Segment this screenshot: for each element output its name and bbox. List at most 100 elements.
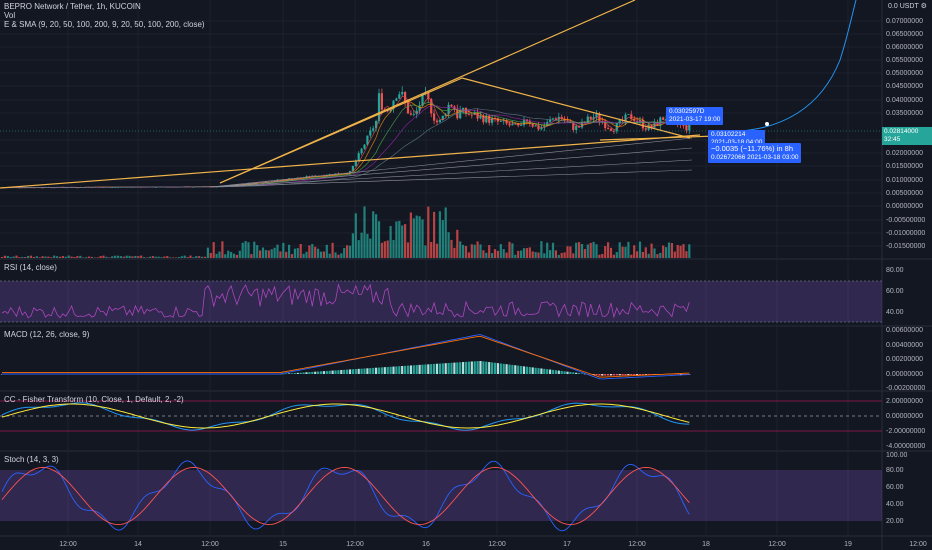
volume-bar (456, 229, 459, 258)
volume-bar (6, 255, 9, 258)
stoch-d-line (1, 466, 690, 526)
macd-histogram-bar (377, 367, 381, 374)
macd-axis-label: 0.00000000 (886, 371, 923, 378)
macd-histogram-bar (479, 360, 482, 374)
macd-axis-label: -0.00200000 (886, 385, 925, 392)
long-ma-line (209, 137, 693, 188)
volume-bar (163, 256, 166, 258)
volume-bar (314, 246, 317, 258)
volume-bar (621, 246, 624, 258)
candle-body (609, 128, 613, 131)
volume-bar (305, 251, 308, 258)
candle-body (453, 106, 456, 110)
time-axis-label: 15 (279, 541, 287, 548)
price-axis-label: 0.05000000 (886, 70, 923, 77)
macd-histogram-bar (491, 362, 494, 374)
wedge-falling-line (461, 77, 691, 139)
volume-bar (401, 225, 404, 258)
macd-histogram-bar (627, 374, 630, 376)
volume-bar (343, 248, 346, 258)
volume-bar (496, 250, 499, 258)
volume-bar (299, 243, 302, 258)
volume-bar (441, 220, 444, 258)
stoch-axis-label: 60.00 (886, 484, 904, 491)
volume-bar (409, 212, 412, 258)
volume-bar (644, 247, 647, 258)
macd-histogram-bar (296, 372, 299, 374)
volume-bar (415, 215, 418, 258)
volume-bar (50, 257, 53, 258)
volume-bar (15, 255, 18, 258)
macd-histogram-bar (418, 364, 421, 374)
macd-histogram-bar (598, 374, 601, 376)
volume-bar (270, 249, 273, 258)
volume-bar (615, 252, 618, 258)
volume-bar (189, 255, 192, 258)
candle-body (636, 120, 639, 122)
macd-histogram-bar (322, 371, 325, 374)
volume-bar (360, 232, 363, 258)
macd-histogram-bar (398, 366, 401, 374)
volume-bar (206, 247, 209, 258)
volume-bar (624, 246, 627, 258)
volume-bar (267, 250, 270, 258)
volume-bar (12, 256, 15, 258)
currency-label: 0.0 USDT ⚙ (888, 2, 927, 10)
gear-icon[interactable]: ⚙ (920, 3, 927, 10)
volume-bar (679, 245, 682, 258)
candle-body (53, 187, 56, 189)
candle-body (476, 112, 479, 119)
volume-bar (453, 247, 456, 258)
volume-bar (296, 248, 299, 258)
macd-pane-label: MACD (12, 26, close, 9) (4, 330, 90, 339)
volume-bar (502, 249, 505, 258)
macd-histogram-bar (450, 362, 453, 374)
macd-histogram-bar (282, 373, 285, 375)
candle-body (592, 117, 595, 120)
price-axis-label: 0.04000000 (886, 97, 923, 104)
macd-histogram-bar (435, 363, 439, 374)
macd-axis-label: 0.00600000 (886, 327, 923, 334)
candle-body (409, 113, 412, 115)
candle-body (415, 110, 418, 114)
volume-label: Vol (4, 11, 16, 20)
macd-histogram-bar (528, 367, 531, 374)
candle-body (633, 119, 636, 121)
macd-histogram-bar (285, 373, 288, 375)
volume-bar (404, 224, 407, 258)
time-axis-label: 12:00 (488, 541, 506, 548)
macd-histogram-bar (360, 368, 363, 374)
macd-histogram-bar (331, 370, 334, 374)
volume-bar (386, 240, 389, 258)
macd-histogram-bar (647, 374, 650, 375)
price-axis-label: 0.04500000 (886, 83, 923, 90)
volume-bar (230, 251, 233, 258)
macd-histogram-bar (641, 374, 644, 375)
macd-histogram-bar (609, 374, 613, 376)
candle-body (604, 121, 607, 129)
macd-histogram-bar (592, 374, 595, 375)
macd-histogram-bar (441, 363, 444, 374)
macd-histogram-bar (433, 363, 436, 374)
volume-bar (612, 254, 615, 258)
macd-histogram-bar (682, 374, 685, 375)
candle-body (511, 124, 514, 126)
candle-body (685, 125, 688, 131)
macd-histogram-bar (676, 374, 679, 375)
volume-bar (424, 245, 427, 258)
volume-bar (589, 242, 592, 258)
volume-bar (96, 257, 99, 258)
volume-bar (435, 243, 439, 258)
macd-histogram-bar (392, 366, 395, 374)
macd-axis-label: 0.00200000 (886, 356, 923, 363)
macd-histogram-bar (549, 369, 552, 374)
volume-bar (389, 226, 392, 258)
volume-bar (473, 244, 476, 258)
macd-histogram-bar (421, 364, 424, 374)
volume-bar (125, 255, 128, 258)
stoch-k-line (1, 460, 690, 532)
volume-bar (82, 257, 85, 258)
volume-bar (9, 257, 12, 258)
